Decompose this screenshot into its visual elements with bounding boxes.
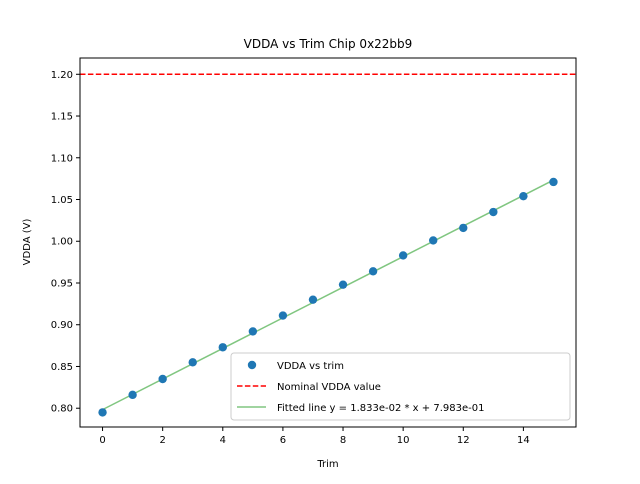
y-tick-label: 0.95: [51, 278, 73, 289]
data-point: [308, 295, 318, 304]
y-tick-label: 0.90: [51, 320, 73, 331]
x-tick-label: 8: [340, 435, 346, 446]
data-point: [398, 251, 408, 260]
axes-frame: [79, 57, 577, 428]
data-point: [98, 408, 107, 417]
y-tick-label: 1.00: [51, 237, 73, 248]
plot-area: [80, 73, 576, 417]
legend-label: VDDA vs trim: [277, 361, 344, 372]
x-tick-label: 10: [397, 435, 410, 446]
y-tick-label: 1.05: [51, 195, 73, 206]
x-tick-label: 4: [220, 435, 226, 446]
legend-box: [230, 352, 571, 421]
data-point: [278, 311, 288, 320]
data-point: [549, 177, 558, 187]
legend-marker-scatter: [247, 360, 257, 370]
legend-label: Nominal VDDA value: [277, 382, 381, 393]
y-axis-label: VDDA (V): [22, 219, 33, 266]
data-point: [338, 280, 348, 289]
x-tick-label: 0: [99, 435, 105, 446]
x-tick-label: 14: [517, 435, 530, 446]
y-tick-label: 1.20: [51, 70, 73, 81]
legend-label: Fitted line y = 1.833e-02 * x + 7.983e-0…: [277, 403, 484, 414]
data-point: [368, 267, 378, 276]
y-tick-label: 0.80: [51, 404, 73, 415]
x-axis-label: Trim: [316, 459, 338, 470]
y-tick-label: 1.15: [51, 112, 73, 123]
axes: 0 2 4 6 8 10 12 14 0.80 0.85 0.90 0.95 1.00 1.05 1.10 1…: [51, 57, 577, 446]
data-point: [158, 374, 167, 384]
data-point: [459, 223, 468, 233]
chart-title: VDDA vs Trim Chip 0x22bb9: [244, 37, 413, 51]
data-point: [218, 343, 227, 352]
data-point: [489, 207, 498, 217]
data-point: [519, 191, 528, 201]
x-tick-label: 2: [159, 435, 165, 446]
data-point: [128, 390, 137, 400]
fitted-line: [102, 179, 554, 411]
data-point: [188, 358, 197, 367]
data-point: [429, 236, 438, 245]
y-tick-label: 1.10: [51, 153, 73, 164]
y-tick-label: 0.85: [51, 362, 73, 373]
x-tick-label: 12: [457, 435, 470, 446]
x-tick-label: 6: [280, 435, 286, 446]
legend: VDDA vs trim Nominal VDDA value Fitted lin…: [230, 352, 571, 421]
data-point: [248, 327, 258, 336]
